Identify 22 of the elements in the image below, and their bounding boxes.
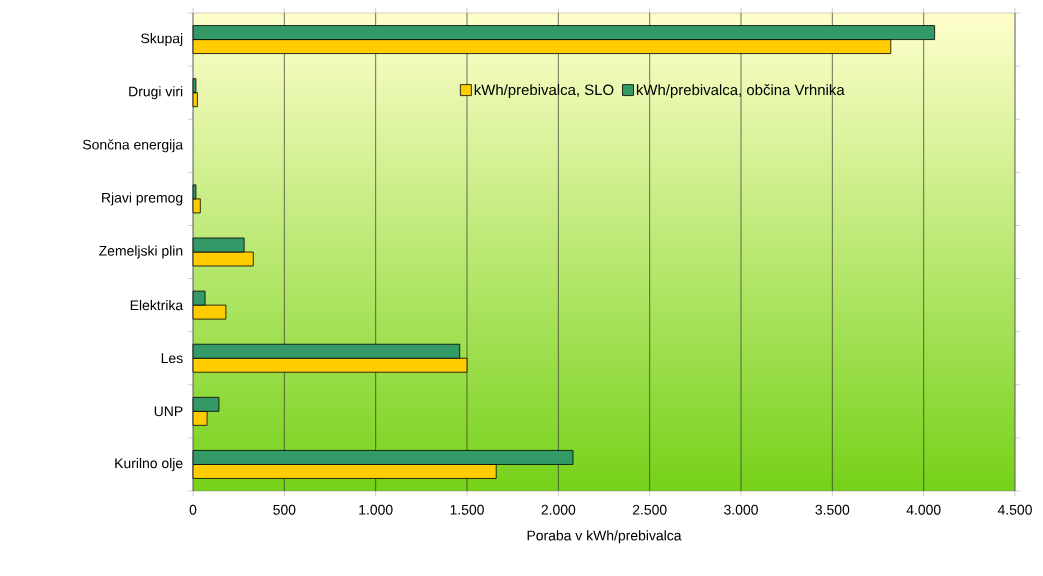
y-tick-label: Les bbox=[161, 353, 183, 364]
y-tick-label: Elektrika bbox=[130, 299, 184, 311]
x-tick-label: 1.500 bbox=[450, 504, 484, 515]
x-tick-label: 4.500 bbox=[997, 504, 1032, 515]
x-tick-label: 2.000 bbox=[541, 504, 576, 515]
x-tick-label: 2.500 bbox=[632, 504, 667, 515]
y-tick-label: Rjavi premog bbox=[102, 192, 183, 206]
x-tick-label: 500 bbox=[273, 504, 296, 515]
y-tick-label: Skupaj bbox=[141, 33, 183, 47]
y-tick-label: Zemeljski plin bbox=[99, 245, 183, 259]
x-tick-label: 0 bbox=[189, 504, 197, 515]
x-axis-title: Poraba v kWh/prebivalca bbox=[527, 530, 682, 544]
x-tick-label: 1.000 bbox=[359, 504, 393, 515]
x-tick-label: 4.000 bbox=[906, 504, 941, 515]
y-tick-label: Kurilno olje bbox=[115, 457, 183, 471]
legend-label: kWh/prebivalca, občina Vrhnika bbox=[636, 84, 845, 99]
x-tick-label: 3.500 bbox=[815, 504, 850, 515]
y-tick-label: Drugi viri bbox=[129, 86, 183, 100]
y-tick-label: UNP bbox=[154, 406, 183, 417]
x-tick-label: 3.000 bbox=[724, 504, 758, 515]
legend-label: kWh/prebivalca, SLO bbox=[474, 84, 614, 99]
y-tick-label: Sončna energija bbox=[82, 139, 184, 153]
